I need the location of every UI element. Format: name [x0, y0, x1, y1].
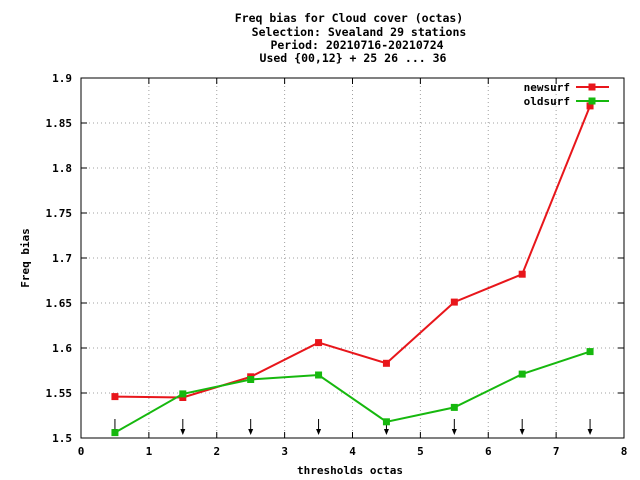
legend-item-newsurf: newsurf: [524, 81, 609, 94]
y-tick-label: 1.7: [52, 252, 72, 265]
threshold-arrow: [248, 419, 254, 435]
threshold-arrow: [180, 419, 186, 435]
y-tick-label: 1.85: [46, 117, 73, 130]
legend-item-oldsurf: oldsurf: [524, 95, 609, 108]
series-line-oldsurf: [114, 350, 591, 434]
title-line-4: Used {00,12} + 25 26 ... 36: [260, 51, 447, 65]
data-point-newsurf: [518, 270, 526, 278]
series-oldsurf: [111, 348, 594, 437]
y-tick-label: 1.8: [52, 162, 72, 175]
title-line-3: Period: 20210716-20210724: [270, 38, 443, 52]
legend-swatch-marker: [588, 83, 596, 91]
data-point-newsurf: [450, 298, 458, 306]
data-point-newsurf: [179, 394, 187, 401]
data-point-newsurf: [315, 339, 323, 347]
x-tick-label: 6: [485, 445, 492, 458]
series-newsurf: [111, 102, 594, 401]
data-series: [111, 102, 594, 437]
chart-title: Freq bias for Cloud cover (octas) Select…: [235, 11, 467, 65]
threshold-arrow: [451, 419, 457, 435]
axis-ticks: 0 1 2 3 4 5 6 7 8 1.5 1.55 1.6 1.65 1.7 1.75 1.8 1.85 1.9: [46, 72, 628, 458]
y-tick-label: 1.6: [52, 342, 72, 355]
title-line-1: Freq bias for Cloud cover (octas): [235, 11, 463, 25]
x-axis-label: thresholds octas: [297, 464, 403, 477]
y-tick-label: 1.5: [52, 432, 72, 445]
data-point-oldsurf: [111, 429, 119, 437]
title-line-2: Selection: Svealand 29 stations: [252, 25, 467, 39]
data-point-oldsurf: [450, 403, 458, 411]
threshold-arrows: [112, 419, 593, 435]
x-tick-label: 0: [78, 445, 85, 458]
data-point-newsurf: [111, 393, 119, 401]
y-tick-label: 1.65: [46, 297, 73, 310]
y-tick-label: 1.55: [46, 387, 73, 400]
threshold-arrow: [519, 419, 525, 435]
series-line-newsurf: [114, 105, 591, 399]
y-tick-label: 1.75: [46, 207, 73, 220]
threshold-arrow: [316, 419, 322, 435]
legend-label: newsurf: [524, 81, 570, 94]
x-tick-label: 4: [349, 445, 356, 458]
x-tick-label: 2: [213, 445, 220, 458]
threshold-arrow: [587, 419, 593, 435]
data-point-oldsurf: [518, 370, 526, 378]
data-point-oldsurf: [247, 376, 255, 383]
x-tick-label: 1: [146, 445, 153, 458]
data-point-oldsurf: [315, 371, 323, 379]
data-point-oldsurf: [586, 348, 594, 356]
x-tick-label: 8: [621, 445, 628, 458]
x-tick-label: 3: [281, 445, 288, 458]
data-point-newsurf: [382, 359, 390, 367]
data-point-oldsurf: [179, 390, 187, 398]
y-tick-label: 1.9: [52, 72, 72, 85]
legend-label: oldsurf: [524, 95, 570, 108]
data-point-oldsurf: [382, 418, 390, 426]
grid-lines: [81, 78, 624, 438]
x-tick-label: 7: [553, 445, 560, 458]
legend-swatch-marker: [588, 97, 596, 105]
y-axis-label: Freq bias: [19, 228, 32, 288]
x-tick-label: 5: [417, 445, 424, 458]
data-point-newsurf: [586, 102, 594, 110]
